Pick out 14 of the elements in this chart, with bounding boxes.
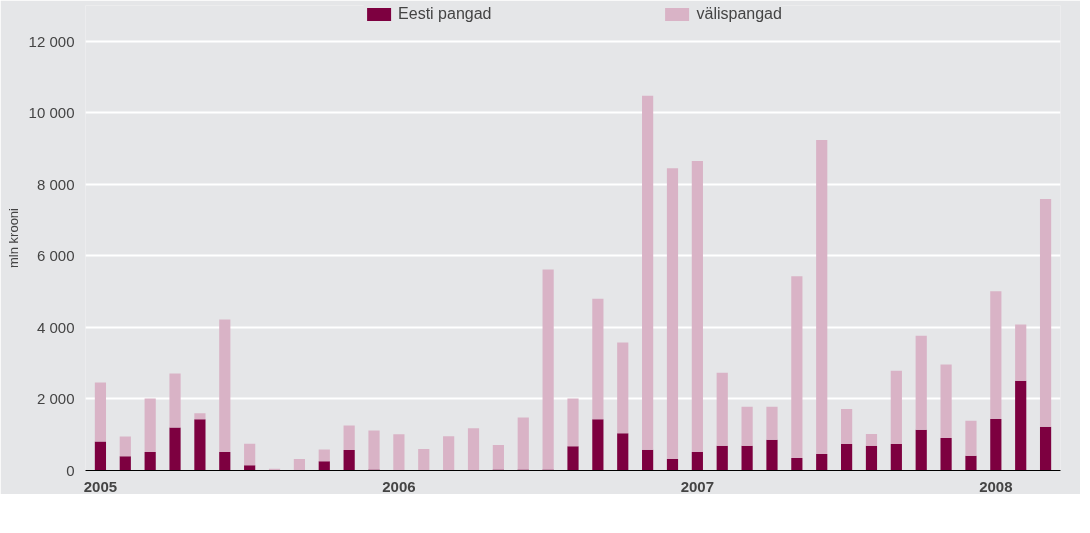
x-tick-label: 2007 [680,477,715,495]
y-axis-title: mln krooni [5,207,21,268]
y-tick-label: 4 000 [36,318,75,336]
y-tick-label: 0 [66,462,75,479]
legend-label: Eesti pangad [398,5,492,23]
x-tick-label: 2005 [83,477,118,495]
y-tick-label: 2 000 [36,390,75,408]
y-tick-label: 10 000 [28,104,75,122]
y-tick-label: 8 000 [36,175,75,193]
y-tick-label: 6 000 [36,247,75,265]
legend-label: välispangad [696,5,782,23]
x-tick-label: 2008 [979,477,1013,495]
y-tick-label: 12 000 [28,32,75,50]
x-tick-label: 2006 [382,477,416,495]
